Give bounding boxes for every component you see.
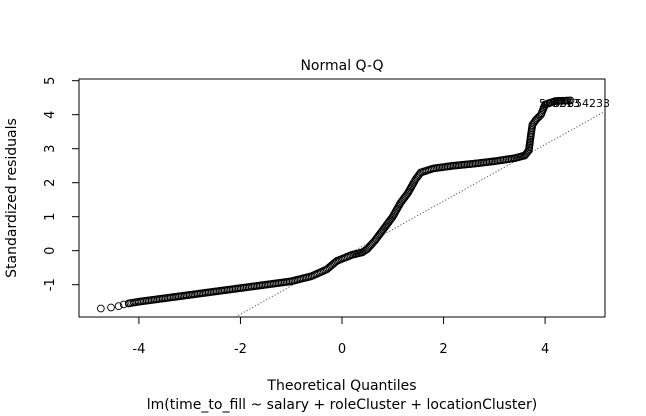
x-axis-label: Theoretical Quantiles [266,378,416,394]
x-tick-label: 4 [541,342,549,357]
data-point [401,192,409,201]
y-tick-label: 2 [43,179,58,187]
data-point [330,259,339,267]
x-axis: -4 -2 0 2 4 [132,316,549,357]
data-point [375,230,384,238]
data-point [396,199,405,207]
data-point [107,303,115,312]
data-point [397,197,406,206]
x-tick-label: 0 [338,342,346,357]
data-point [372,235,380,244]
outlier-point-label: 9213 [552,97,580,110]
outlier-point-label: 50856 [539,97,574,110]
y-tick-label: 5 [43,77,58,85]
data-point [566,96,575,105]
chart-subtitle: lm(time_to_fill ~ salary + roleCluster +… [147,397,537,413]
y-axis: -1 0 1 2 3 4 5 [43,77,80,291]
data-point [374,231,383,240]
data-point [373,234,381,242]
x-tick-label: 2 [439,342,447,357]
data-point [374,232,382,241]
x-tick-label: -2 [234,342,247,357]
data-point [402,191,410,200]
y-tick-label: -1 [43,278,58,291]
y-axis-label: Standardized residuals [4,118,20,278]
data-point [400,194,409,202]
y-tick-label: 3 [43,145,58,153]
data-point [528,121,537,129]
data-point [114,302,123,310]
data-point [371,236,379,245]
points-layer [96,96,575,313]
data-point [359,247,368,256]
y-tick-label: 0 [43,247,58,255]
data-point [399,195,408,204]
outlier-point-label: 54233 [575,97,610,110]
x-tick-label: -4 [132,342,145,357]
data-point [398,196,407,205]
y-tick-label: 1 [43,213,58,221]
data-point [96,304,105,313]
chart-title: Normal Q-Q [300,58,383,74]
data-point [529,119,538,128]
y-tick-label: 4 [43,111,58,119]
